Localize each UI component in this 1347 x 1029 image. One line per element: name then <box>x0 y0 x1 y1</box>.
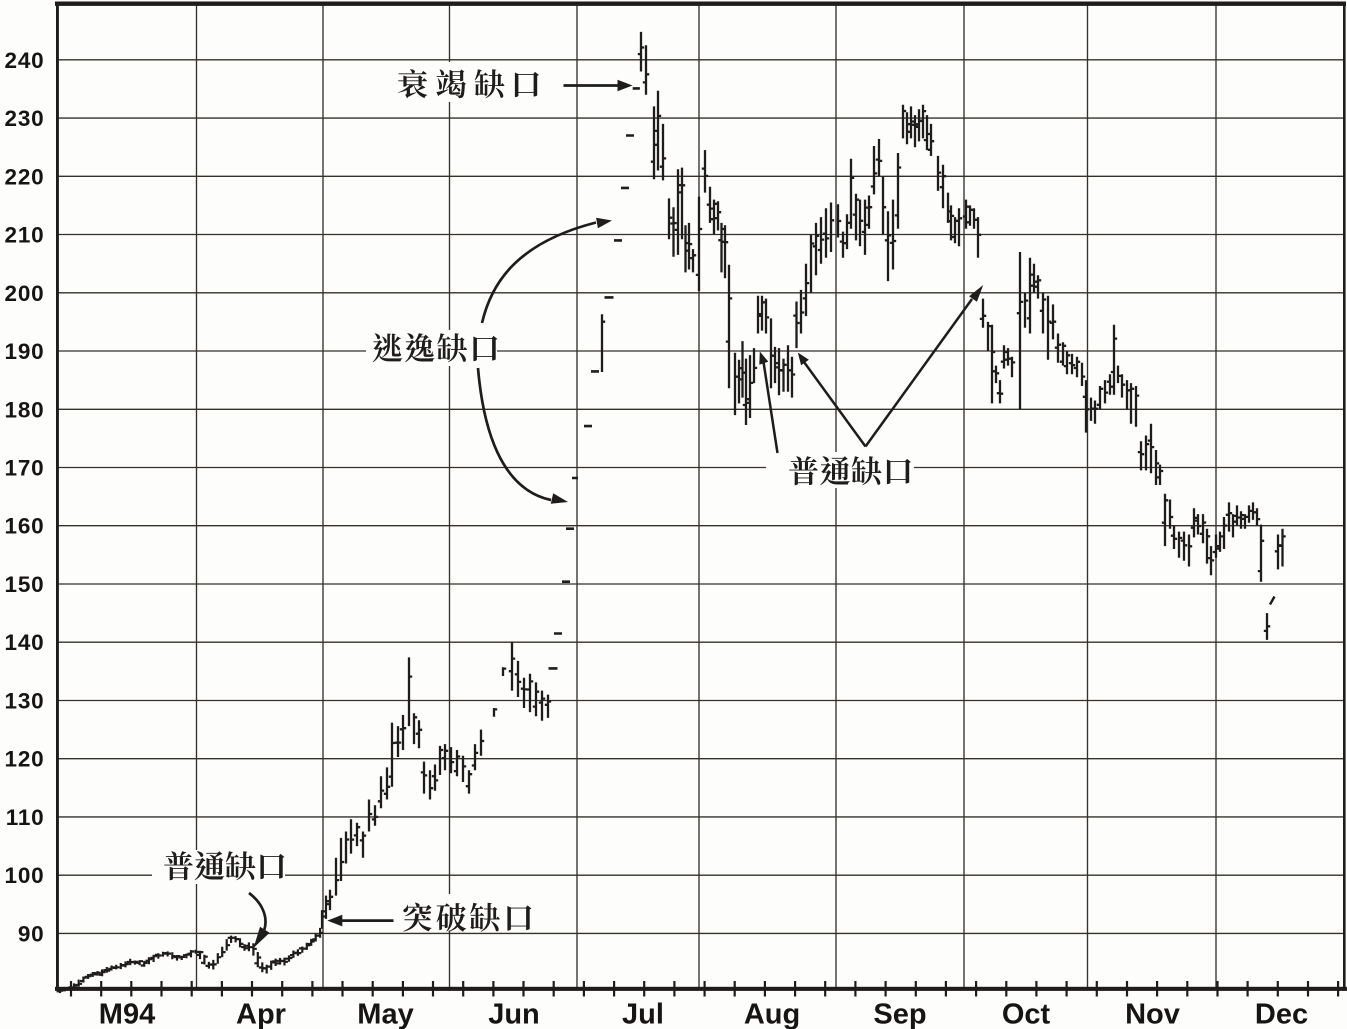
svg-text:Jul: Jul <box>622 999 664 1029</box>
svg-text:Apr: Apr <box>236 999 286 1029</box>
svg-text:90: 90 <box>18 921 45 946</box>
svg-text:220: 220 <box>5 164 45 189</box>
svg-text:100: 100 <box>5 863 45 888</box>
svg-text:120: 120 <box>5 747 45 772</box>
svg-text:240: 240 <box>5 48 45 73</box>
svg-text:140: 140 <box>5 630 45 655</box>
svg-text:190: 190 <box>5 339 45 364</box>
svg-text:200: 200 <box>5 281 45 306</box>
svg-text:170: 170 <box>5 456 45 481</box>
svg-text:Dec: Dec <box>1255 999 1308 1029</box>
svg-text:210: 210 <box>5 223 45 248</box>
svg-text:130: 130 <box>5 689 45 714</box>
svg-text:Nov: Nov <box>1125 999 1180 1029</box>
svg-text:180: 180 <box>5 397 45 422</box>
svg-text:Aug: Aug <box>744 999 800 1029</box>
svg-text:Sep: Sep <box>873 999 926 1029</box>
svg-text:150: 150 <box>5 572 45 597</box>
svg-text:230: 230 <box>5 106 45 131</box>
svg-text:Jun: Jun <box>488 999 540 1029</box>
svg-text:110: 110 <box>6 805 45 830</box>
svg-text:May: May <box>357 999 413 1029</box>
svg-text:M94: M94 <box>99 999 155 1029</box>
svg-text:160: 160 <box>5 514 45 539</box>
svg-text:Oct: Oct <box>1002 999 1051 1029</box>
